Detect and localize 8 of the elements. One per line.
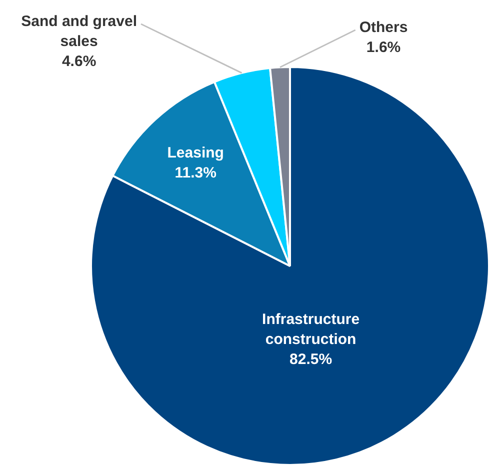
data-label: 1.6% bbox=[366, 39, 401, 56]
slice-label: Others bbox=[359, 19, 408, 36]
data-label: 4.6% bbox=[62, 53, 96, 70]
data-label: 11.3% bbox=[174, 164, 216, 182]
slice-label: Infrastructure construction bbox=[262, 310, 360, 348]
data-label: 82.5% bbox=[290, 350, 332, 368]
slice-label: Leasing bbox=[167, 144, 224, 162]
slice-label: Sand and gravel sales bbox=[21, 13, 137, 50]
